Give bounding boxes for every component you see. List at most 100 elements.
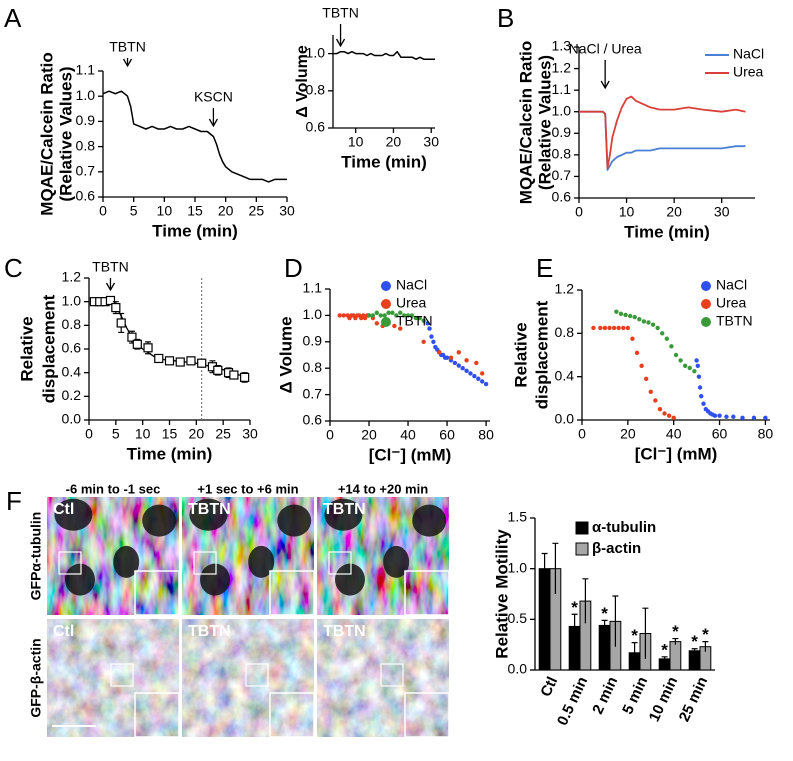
y-tick-label: 0.0 [555,411,575,427]
y-axis-label: MQAE/Calcein Ratio [37,52,56,215]
data-point [456,350,461,355]
x-tick-label: 25 [249,203,265,219]
data-point [717,413,722,418]
data-line [579,95,746,169]
x-tick-label: 0 [578,426,586,442]
data-line [102,90,287,183]
data-line [333,50,435,60]
data-point [116,318,126,328]
zoom-frame [269,570,315,616]
data-point [611,325,617,331]
micrograph [47,619,180,738]
y-tick-label: 0.6 [552,189,572,205]
y-tick-label: 1.1 [303,280,323,296]
data-point [464,368,469,374]
x-tick-label: 30 [242,426,258,442]
y-axis-label: Relative [511,322,530,387]
data-point [697,385,703,390]
y-tick-label: 1.5 [508,509,528,525]
zoom-frame [134,570,180,616]
y-axis-label: (Relative Values) [56,66,75,201]
zoom-inset [269,570,315,616]
nucleus [113,545,140,578]
data-point [390,310,395,315]
bar [598,624,611,671]
x-tick-label: 30 [279,203,295,219]
data-point [456,363,461,368]
data-point [602,325,608,331]
data-point [625,325,631,331]
y-tick-label: 0.8 [306,82,326,98]
data-point [444,355,450,360]
y-tick-label: 0.6 [76,188,96,204]
legend-swatch [701,299,711,309]
data-point [474,360,479,366]
data-point [657,406,663,412]
data-point [614,309,619,314]
legend-label: NaCl [733,46,764,62]
y-axis-label: Relative [17,316,36,381]
x-tick-label: 60 [712,426,728,442]
data-point [164,356,175,366]
data-point [186,356,196,366]
condition-label: TBTN [323,501,366,518]
y-tick-label: 0.6 [62,340,82,356]
nucleus [54,498,93,531]
data-point [132,339,142,349]
y-tick-label: 0.9 [552,124,572,140]
error-bar [612,595,619,647]
x-tick-label: 30 [423,134,439,150]
data-point [437,350,442,355]
y-axis-label: displacement [39,294,58,403]
data-point [660,331,665,336]
data-point [476,376,481,381]
x-tick-label: 0 [326,427,334,443]
x-tick-label: 40 [666,426,682,442]
data-point [472,373,477,379]
error-bar [552,542,559,594]
data-point [429,334,434,339]
y-tick-label: 0.8 [62,316,82,332]
x-tick-label: 15 [162,426,178,442]
data-point [460,366,465,371]
x-tick-label: 0 [99,203,107,219]
x-tick-label: 20 [361,427,377,443]
annotation: TBTN [322,5,359,21]
data-point [175,357,185,367]
y-tick-label: 1.0 [76,87,96,103]
x-tick-label: 2 min [589,674,621,717]
nucleus [189,498,228,531]
condition-label: TBTN [323,623,366,640]
x-tick-label: 10 [157,203,173,219]
data-point [673,352,679,358]
data-point [479,379,485,384]
data-point [653,398,658,403]
arrow-head [335,38,346,48]
y-tick-label: 0.0 [62,411,82,427]
bar [688,650,701,671]
data-point [127,332,137,342]
data-point [731,414,736,419]
y-tick-label: 0.5 [508,610,528,626]
zoom-inset [404,692,450,738]
y-tick-label: 0.4 [555,367,575,383]
zoom-box [193,551,217,575]
data-point [641,319,647,324]
data-point [632,314,637,320]
data-point [616,325,621,331]
y-axis-label: (Relative Values) [535,55,554,190]
data-point [143,343,153,353]
data-point [413,315,419,321]
data-point [370,313,376,318]
data-point [634,350,640,356]
data-point [392,323,397,329]
x-tick-label: 5 [130,203,138,219]
condition-label: TBTN [188,501,231,518]
y-tick-label: 1.0 [303,306,323,322]
data-point [701,401,706,406]
x-tick-label: 15 [187,203,203,219]
data-point [646,320,651,325]
legend-label: Urea [716,295,747,311]
panel-letter: D [284,253,303,283]
legend-swatch [701,317,711,327]
